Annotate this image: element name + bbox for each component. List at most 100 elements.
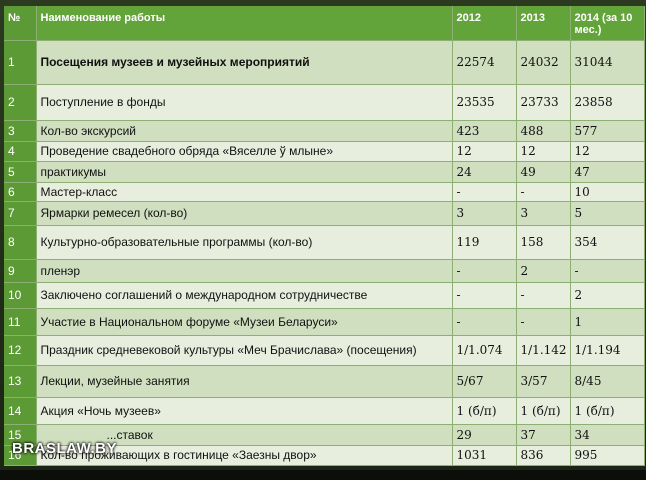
row-2014: 1/1.194 (570, 335, 645, 366)
table-row: 3 Кол-во экскурсий 423 488 577 (4, 120, 645, 142)
row-2014: 12 (570, 141, 645, 162)
row-2014: 577 (570, 120, 645, 142)
row-2014: 23858 (570, 84, 645, 121)
row-2012: - (452, 308, 517, 336)
row-2012: 29 (452, 424, 517, 446)
row-name: Праздник средневековой культуры «Меч Бра… (36, 335, 453, 366)
row-2012: - (452, 259, 517, 283)
row-2014: 31044 (570, 40, 645, 85)
table-row: 6 Мастер-класс - - 10 (4, 182, 645, 202)
row-2014: 995 (570, 445, 645, 466)
row-name: Заключено соглашений о международном сот… (36, 282, 453, 309)
row-2013: 1/1.142 (516, 335, 571, 366)
header-num: № (4, 6, 37, 41)
row-2014: - (570, 259, 645, 283)
row-num: 12 (4, 335, 37, 366)
row-name: Проведение свадебного обряда «Вяселле ў … (36, 141, 453, 162)
row-2013: - (516, 282, 571, 309)
row-num: 16 (4, 445, 37, 466)
row-2013: 12 (516, 141, 571, 162)
row-2013: 3 (516, 201, 571, 226)
row-2012: 119 (452, 225, 517, 260)
row-name: практикумы (36, 161, 453, 183)
table-header-row: № Наименование работы 2012 2013 2014 (за… (4, 6, 645, 41)
row-name: Ярмарки ремесел (кол-во) (36, 201, 453, 226)
row-2012: 1/1.074 (452, 335, 517, 366)
table-row: 1 Посещения музеев и музейных мероприяти… (4, 40, 645, 85)
row-name: Культурно-образовательные программы (кол… (36, 225, 453, 260)
row-2014: 5 (570, 201, 645, 226)
row-2014: 10 (570, 182, 645, 202)
table-row: 13 Лекции, музейные занятия 5/67 3/57 8/… (4, 365, 645, 398)
row-2013: - (516, 308, 571, 336)
row-2013: 1 (б/п) (516, 397, 571, 425)
table-row: 11 Участие в Национальном форуме «Музеи … (4, 308, 645, 336)
row-2012: - (452, 282, 517, 309)
table-row: 15 ...ставок 29 37 34 (4, 424, 645, 446)
row-name: Мастер-класс (36, 182, 453, 202)
row-2013: 49 (516, 161, 571, 183)
row-2012: 423 (452, 120, 517, 142)
row-name: Кол-во экскурсий (36, 120, 453, 142)
row-2013: 836 (516, 445, 571, 466)
row-2012: 3 (452, 201, 517, 226)
row-num: 10 (4, 282, 37, 309)
row-num: 7 (4, 201, 37, 226)
row-2012: - (452, 182, 517, 202)
row-num: 8 (4, 225, 37, 260)
table-row: 8 Культурно-образовательные программы (к… (4, 225, 645, 260)
table-row: 2 Поступление в фонды 23535 23733 23858 (4, 84, 645, 121)
row-num: 13 (4, 365, 37, 398)
row-name: пленэр (36, 259, 453, 283)
header-2012: 2012 (452, 6, 517, 41)
row-2014: 8/45 (570, 365, 645, 398)
row-2013: - (516, 182, 571, 202)
row-2013: 24032 (516, 40, 571, 85)
row-name: Посещения музеев и музейных мероприятий (36, 40, 453, 85)
table-row: 7 Ярмарки ремесел (кол-во) 3 3 5 (4, 201, 645, 226)
statistics-table: № Наименование работы 2012 2013 2014 (за… (4, 6, 645, 466)
row-2013: 37 (516, 424, 571, 446)
row-2012: 5/67 (452, 365, 517, 398)
row-2012: 1 (б/п) (452, 397, 517, 425)
row-num: 11 (4, 308, 37, 336)
header-name: Наименование работы (36, 6, 453, 41)
watermark: BRASLAW.BY (12, 440, 118, 457)
row-2014: 34 (570, 424, 645, 446)
header-2014: 2014 (за 10 мес.) (570, 6, 645, 41)
row-num: 3 (4, 120, 37, 142)
row-num: 1 (4, 40, 37, 85)
row-2013: 488 (516, 120, 571, 142)
row-name: Кол-во проживающих в гостинице «Заезны д… (36, 445, 453, 466)
row-2012: 23535 (452, 84, 517, 121)
row-num: 14 (4, 397, 37, 425)
row-2013: 158 (516, 225, 571, 260)
table-row: 10 Заключено соглашений о международном … (4, 282, 645, 309)
table-row: 14 Акция «Ночь музеев» 1 (б/п) 1 (б/п) 1… (4, 397, 645, 425)
table-row: 9 пленэр - 2 - (4, 259, 645, 283)
row-2014: 1 (б/п) (570, 397, 645, 425)
row-2014: 47 (570, 161, 645, 183)
row-name: Поступление в фонды (36, 84, 453, 121)
row-num: 6 (4, 182, 37, 202)
row-num: 15 (4, 424, 37, 446)
row-2014: 1 (570, 308, 645, 336)
table-row: 12 Праздник средневековой культуры «Меч … (4, 335, 645, 366)
header-2013: 2013 (516, 6, 571, 41)
row-name: Акция «Ночь музеев» (36, 397, 453, 425)
row-name: ...ставок (36, 424, 453, 446)
row-num: 2 (4, 84, 37, 121)
row-2012: 24 (452, 161, 517, 183)
row-name: Участие в Национальном форуме «Музеи Бел… (36, 308, 453, 336)
row-num: 9 (4, 259, 37, 283)
table-row: 4 Проведение свадебного обряда «Вяселле … (4, 141, 645, 162)
row-2014: 354 (570, 225, 645, 260)
table-row: 16 Кол-во проживающих в гостинице «Заезн… (4, 445, 645, 466)
row-2013: 23733 (516, 84, 571, 121)
row-2014: 2 (570, 282, 645, 309)
row-name: Лекции, музейные занятия (36, 365, 453, 398)
row-2012: 1031 (452, 445, 517, 466)
row-2012: 12 (452, 141, 517, 162)
screen-bottom-edge (0, 470, 646, 480)
